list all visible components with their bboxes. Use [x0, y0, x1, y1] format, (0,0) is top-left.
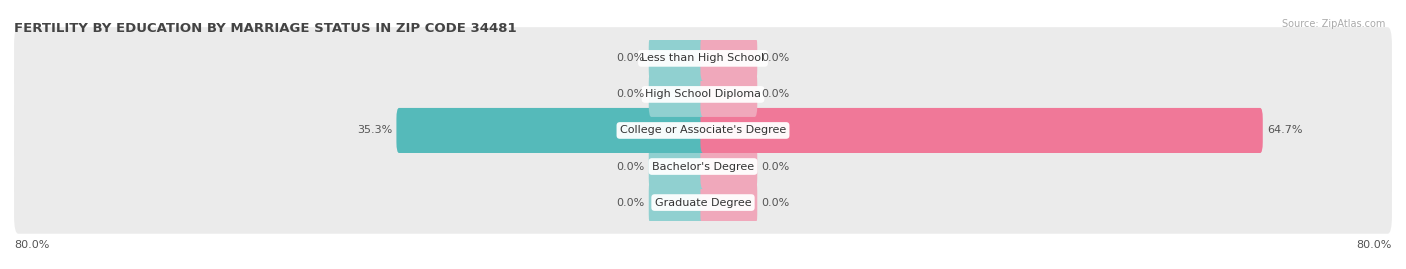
Text: 0.0%: 0.0% [762, 53, 790, 63]
Text: FERTILITY BY EDUCATION BY MARRIAGE STATUS IN ZIP CODE 34481: FERTILITY BY EDUCATION BY MARRIAGE STATU… [14, 22, 516, 35]
Text: Source: ZipAtlas.com: Source: ZipAtlas.com [1281, 19, 1385, 29]
Text: Bachelor's Degree: Bachelor's Degree [652, 161, 754, 172]
FancyBboxPatch shape [648, 72, 706, 117]
Text: 0.0%: 0.0% [616, 53, 644, 63]
FancyBboxPatch shape [648, 144, 706, 189]
FancyBboxPatch shape [700, 180, 758, 225]
FancyBboxPatch shape [700, 72, 758, 117]
FancyBboxPatch shape [700, 108, 1263, 153]
Text: High School Diploma: High School Diploma [645, 89, 761, 100]
FancyBboxPatch shape [14, 99, 1392, 162]
FancyBboxPatch shape [14, 171, 1392, 234]
Text: 0.0%: 0.0% [762, 197, 790, 208]
FancyBboxPatch shape [700, 36, 758, 81]
Text: 0.0%: 0.0% [762, 89, 790, 100]
FancyBboxPatch shape [396, 108, 706, 153]
Text: Less than High School: Less than High School [641, 53, 765, 63]
FancyBboxPatch shape [14, 27, 1392, 90]
Text: 0.0%: 0.0% [616, 89, 644, 100]
Text: College or Associate's Degree: College or Associate's Degree [620, 125, 786, 136]
Text: 80.0%: 80.0% [14, 240, 49, 250]
Text: 64.7%: 64.7% [1267, 125, 1302, 136]
FancyBboxPatch shape [14, 135, 1392, 198]
Text: 0.0%: 0.0% [762, 161, 790, 172]
Text: 35.3%: 35.3% [357, 125, 392, 136]
Text: 80.0%: 80.0% [1357, 240, 1392, 250]
Text: 0.0%: 0.0% [616, 161, 644, 172]
Text: 0.0%: 0.0% [616, 197, 644, 208]
FancyBboxPatch shape [700, 144, 758, 189]
Text: Graduate Degree: Graduate Degree [655, 197, 751, 208]
FancyBboxPatch shape [14, 63, 1392, 126]
FancyBboxPatch shape [648, 180, 706, 225]
FancyBboxPatch shape [648, 36, 706, 81]
